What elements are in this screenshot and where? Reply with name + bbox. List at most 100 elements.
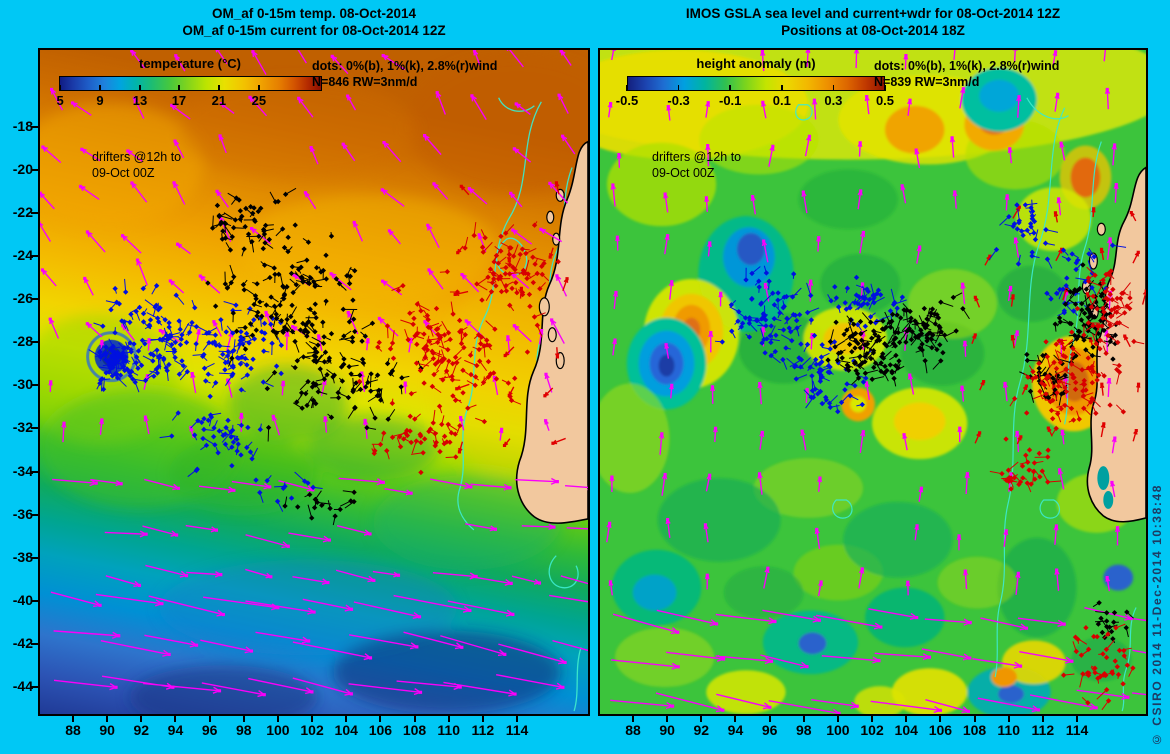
y-axis-tick-label: -34 [12,462,33,479]
drifter-dot-tails [267,322,422,442]
colorbar-tick-mark [258,85,260,91]
x-axis-right-tick-label: 110 [997,722,1020,738]
y-axis-tick-mark [31,556,38,559]
colorbar-tick-mark [218,85,220,91]
x-axis-right-tick-label: 108 [962,722,987,738]
x-axis-left-tick-label: 88 [65,722,81,738]
x-axis-right-tick-label: 94 [727,722,744,738]
x-axis-left-tick-label: 98 [235,722,252,738]
left-colorbar-gradient [59,76,322,91]
drifter-dots [444,222,561,310]
y-axis-tick-mark [31,212,38,215]
x-axis-left-tick-mark [106,715,109,722]
x-axis-left-tick-label: 106 [368,722,393,738]
colorbar-tick-label: 13 [132,93,148,108]
y-axis-tick-mark [31,341,38,344]
x-axis-right-tick-label: 102 [860,722,884,738]
wind-vector-arrows [971,206,1146,445]
drifter-dots [169,410,263,474]
x-axis-left-tick-mark [413,715,416,722]
right-panel-title: IMOS GSLA sea level and current+wdr for … [598,6,1148,39]
colorbar-tick-mark [832,85,835,91]
x-axis-right-tick-mark [1041,715,1044,722]
y-axis-tick-label: -36 [12,505,33,522]
wind-vector-arrows [50,591,588,698]
drifters-and-wind-vectors [40,50,588,698]
copyright-watermark: © CSIRO 2014 11-Dec-2014 10:38:48 [1150,483,1164,746]
left-panel-title: OM_af 0-15m temp. 08-Oct-2014 OM_af 0-15… [38,6,590,39]
right-colorbar-gradient [627,76,885,91]
coastal-islands [538,188,565,370]
x-axis-left-tick-label: 102 [300,722,324,738]
colorbar-tick-mark [884,85,886,91]
x-axis-right-tick-mark [632,715,634,722]
x-axis-right-tick-mark [871,715,874,722]
x-axis-left-tick-label: 110 [437,722,460,738]
x-axis-right-tick-mark [836,715,839,722]
colorbar-tick-label: 0.3 [824,93,843,108]
drifters-and-wind-vectors [606,50,1146,714]
x-axis-left-tick-mark [72,715,74,722]
x-axis-right-tick-label: 112 [1031,722,1055,738]
x-axis-left-tick-mark [481,715,484,722]
x-axis-right-tick-mark [1076,715,1078,722]
drifter-dots [892,294,966,364]
colorbar-tick-label: 25 [251,93,267,108]
x-axis-left-tick-label: 100 [266,722,290,738]
colorbar-tick-label: 21 [211,93,227,108]
x-axis-left-tick-mark [174,715,177,722]
x-axis-left-tick-label: 92 [133,722,150,738]
drifter-dots [825,311,910,382]
x-axis-right-tick-label: 114 [1065,722,1089,738]
y-axis-tick-label: -32 [12,419,33,436]
y-axis-tick-mark [31,642,38,645]
x-axis-right-tick-label: 88 [625,722,641,738]
x-axis-left-tick-label: 90 [99,722,115,738]
y-axis-tick-mark [31,169,38,172]
x-axis-right-tick-label: 98 [795,722,812,738]
left-title-line1: OM_af 0-15m temp. 08-Oct-2014 [211,6,417,21]
drifter-dots [828,274,906,329]
colorbar-tick-label: 17 [171,93,187,108]
drifter-dot-tails [1063,623,1134,711]
left-map-sst: temperature (°C) 5 9 13 17 21 25 dots: 0%(b),… [38,48,590,716]
drifter-dots [719,270,825,363]
x-axis-left-tick-mark [311,715,314,722]
colorbar-tick-label: -0.5 [615,93,639,108]
y-axis-tick-mark [31,126,38,128]
left-legend-line2: N=846 RW=3nm/d [312,75,418,89]
left-legend-line1: dots: 0%(b), 1%(k), 2.8%(r)wind [312,59,498,73]
y-axis-tick-label: -42 [12,634,33,651]
x-axis-left-tick-mark [140,715,143,722]
drifter-dot-tails [224,232,358,383]
x-axis-right-tick-mark [939,715,942,722]
wind-vector-arrows [610,607,1146,714]
x-axis-right-tick-mark [973,715,976,722]
right-legend-line2: N=839 RW=3nm/d [874,75,980,89]
y-axis-tick-label: -38 [12,548,33,565]
drifter-dot-tails [988,199,1059,265]
x-axis-left-tick-mark [208,715,211,722]
x-axis-right-tick-label: 96 [761,722,778,738]
drifter-dot-tails [1085,266,1145,350]
y-axis-tick-label: -40 [12,591,33,608]
right-drifters-annotation: drifters @12h to 09-Oct 00Z [652,150,742,180]
colorbar-tick-mark [626,85,628,91]
x-axis-right-tick-label: 106 [928,722,953,738]
colorbar-tick-mark [677,85,680,91]
x-axis-right-tick-label: 100 [826,722,850,738]
right-title-line2: Positions at 08-Oct-2014 18Z [781,22,965,38]
x-axis-left-tick-mark [276,715,279,722]
right-legend: dots: 0%(b), 1%(k), 2.8%(r)wind N=839 RW… [874,58,1059,90]
right-title-line1: IMOS GSLA sea level and current+wdr for … [685,6,1061,21]
y-axis-tick-mark [31,513,38,516]
x-axis-right-tick-mark [734,715,737,722]
y-axis-tick-mark [31,685,38,688]
y-axis-tick-mark [31,384,38,387]
colorbar-tick-label: 0.5 [875,93,895,108]
colorbar-tick-label: -0.3 [667,93,690,108]
x-axis-right-tick-mark [768,715,771,722]
watermark-strip: © CSIRO 2014 11-Dec-2014 10:38:48 [1148,0,1170,754]
drifter-dots [371,413,463,476]
x-axis-right-tick-mark [905,715,908,722]
